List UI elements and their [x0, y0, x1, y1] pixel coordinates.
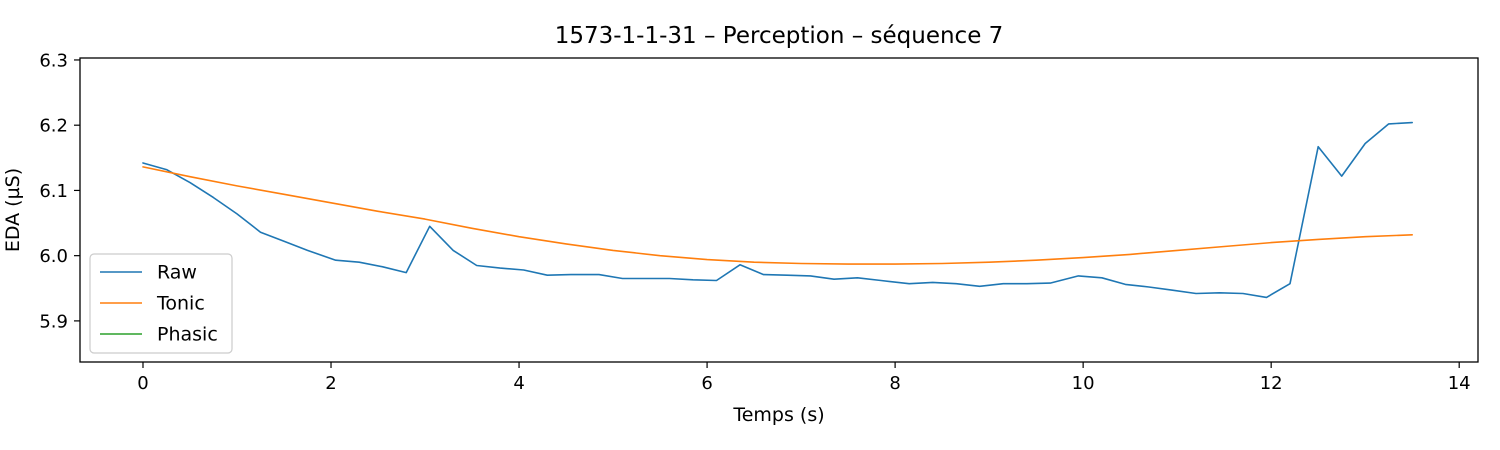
y-tick-label: 6.1 [39, 181, 68, 202]
y-tick-label: 6.0 [39, 246, 68, 267]
x-tick-label: 4 [513, 373, 524, 394]
series-line-raw [142, 121, 1413, 299]
plot-frame [79, 57, 1479, 363]
x-tick-label: 6 [701, 373, 712, 394]
y-tick-label: 6.3 [39, 50, 68, 71]
plot-area [142, 121, 1413, 299]
x-tick-label: 8 [889, 373, 900, 394]
chart-title: 1573-1-1-31 – Perception – séquence 7 [555, 23, 1004, 49]
x-tick-label: 14 [1448, 373, 1471, 394]
legend-label-tonic: Tonic [156, 293, 205, 315]
x-tick-label: 2 [325, 373, 336, 394]
legend-box [89, 253, 233, 354]
legend-label-phasic: Phasic [157, 324, 218, 346]
y-axis-label: EDA (µS) [2, 168, 24, 252]
y-axis: 5.9 6.0 6.1 6.2 6.3 [39, 50, 80, 332]
y-tick-label: 5.9 [39, 311, 68, 332]
x-tick-label: 0 [137, 373, 148, 394]
x-axis: 0 2 4 6 8 10 12 14 [137, 362, 1471, 394]
x-tick-label: 12 [1260, 373, 1283, 394]
y-tick-label: 6.2 [39, 116, 68, 137]
legend: Raw Tonic Phasic [89, 253, 233, 354]
x-axis-label: Temps (s) [732, 404, 824, 426]
legend-label-raw: Raw [157, 262, 197, 284]
series-line-tonic [142, 166, 1413, 265]
x-tick-label: 10 [1072, 373, 1095, 394]
